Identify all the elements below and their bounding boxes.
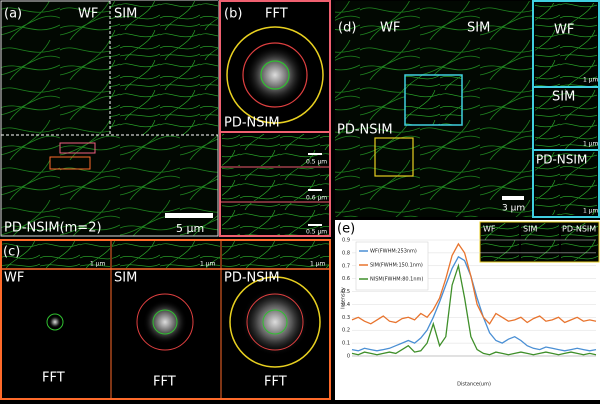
label: SIM bbox=[114, 7, 137, 22]
panel-label: (b) bbox=[224, 7, 242, 22]
circle bbox=[136, 293, 194, 351]
y-axis-label: Intensity bbox=[341, 287, 347, 309]
y-tick-label: 0 bbox=[347, 354, 350, 360]
y-tick-label: 0.7 bbox=[342, 263, 350, 269]
label: FFT bbox=[265, 7, 288, 22]
legend-label: WF(FWHM:253nm) bbox=[370, 249, 417, 255]
label: FFT bbox=[153, 375, 176, 390]
scale-label: 1 μm bbox=[200, 261, 216, 268]
label: SIM bbox=[114, 271, 137, 286]
circle bbox=[226, 26, 324, 124]
scale-label: 0.5 μm bbox=[306, 229, 327, 236]
y-tick-label: 0.6 bbox=[342, 276, 350, 282]
crop bbox=[481, 223, 519, 261]
legend-label: NISM(FWHM:80.1nm) bbox=[370, 277, 423, 283]
panel-e: (e) WF SIM PD-NSIM 0 0.1 0.2 0.3 0.4 0.5 0.6 0.… bbox=[335, 220, 600, 400]
crop bbox=[2, 241, 110, 268]
label: PD-NSIM bbox=[224, 271, 280, 286]
crop bbox=[222, 134, 329, 166]
scale-bar bbox=[165, 213, 213, 218]
circle bbox=[229, 276, 321, 368]
crop bbox=[535, 3, 597, 86]
crop bbox=[535, 89, 597, 149]
scale-label: 1 μm bbox=[310, 261, 326, 268]
label: WF bbox=[4, 271, 24, 286]
crop bbox=[561, 223, 598, 261]
scale-label: 1 μm bbox=[583, 141, 599, 148]
circle bbox=[246, 293, 304, 351]
line bbox=[351, 255, 597, 352]
label: SIM bbox=[467, 21, 490, 36]
scale-label: 1 μm bbox=[90, 261, 106, 268]
label: PD-NSIM bbox=[562, 225, 596, 234]
scale-label: 1 μm bbox=[583, 77, 599, 84]
y-tick-label: 0.2 bbox=[342, 328, 350, 334]
roi-box bbox=[374, 137, 414, 177]
crop bbox=[535, 152, 597, 215]
panel-label: (e) bbox=[337, 222, 355, 237]
scale-label: 0.6 μm bbox=[306, 195, 327, 202]
scale-label: 1 μm bbox=[583, 208, 599, 215]
crop bbox=[112, 241, 220, 268]
label: FFT bbox=[264, 375, 287, 390]
crop bbox=[222, 168, 329, 201]
circle bbox=[262, 309, 288, 335]
roi-box bbox=[49, 156, 91, 170]
scale-label: 0.5 μm bbox=[306, 159, 327, 166]
circle bbox=[242, 42, 308, 108]
label: PD-NSIM(m=2) bbox=[4, 221, 102, 236]
circle bbox=[46, 313, 64, 331]
scale-label: 5 μm bbox=[176, 222, 204, 235]
roi-box bbox=[404, 74, 463, 126]
scale-label: 3 μm bbox=[502, 204, 525, 214]
y-tick-label: 0.5 bbox=[342, 289, 350, 295]
label: PD-NSIM bbox=[536, 153, 587, 167]
panel-label: (d) bbox=[338, 21, 356, 36]
crop bbox=[222, 241, 329, 268]
circle bbox=[260, 60, 290, 90]
fft bbox=[143, 300, 187, 344]
label: FFT bbox=[42, 371, 65, 386]
panel-label: (a) bbox=[4, 7, 22, 22]
roi-box bbox=[59, 142, 96, 154]
label: WF bbox=[483, 225, 496, 234]
label: WF bbox=[554, 23, 574, 38]
x-axis-label: Distance(um) bbox=[457, 382, 491, 388]
label: PD-NSIM bbox=[224, 116, 280, 131]
label: WF bbox=[78, 7, 98, 22]
sim-region bbox=[110, 1, 218, 135]
y-tick-label: 0.1 bbox=[342, 341, 350, 347]
crop bbox=[521, 223, 559, 261]
panel-label: (c) bbox=[3, 245, 20, 260]
y-tick-label: 0.9 bbox=[342, 238, 350, 244]
y-tick-label: 0.3 bbox=[342, 315, 350, 321]
label: SIM bbox=[552, 90, 575, 105]
fft bbox=[49, 316, 61, 328]
label: SIM bbox=[523, 225, 537, 234]
line bbox=[351, 263, 597, 356]
y-tick-label: 0.4 bbox=[342, 302, 350, 308]
legend-label: SIM(FWHM:150.1nm) bbox=[370, 263, 423, 269]
scale-bar bbox=[502, 196, 524, 200]
label: PD-NSIM bbox=[337, 123, 393, 138]
label: WF bbox=[380, 21, 400, 36]
crop bbox=[222, 203, 329, 235]
circle bbox=[152, 309, 178, 335]
y-tick-label: 0.8 bbox=[342, 250, 350, 256]
legend-box bbox=[355, 241, 429, 291]
line bbox=[351, 242, 597, 325]
fft bbox=[241, 288, 309, 356]
fft bbox=[245, 45, 305, 105]
